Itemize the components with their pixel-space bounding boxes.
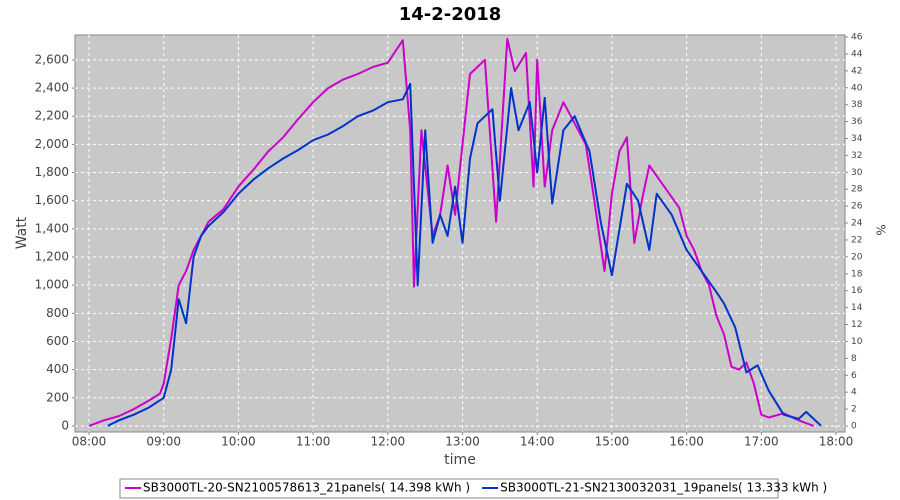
y2-tick-label: 28 xyxy=(851,185,863,195)
y-axis-label: Watt xyxy=(14,216,30,249)
legend-label: SB3000TL-20-SN2100578613_21panels( 14.39… xyxy=(143,481,470,495)
y-tick-label: 1,000 xyxy=(35,278,69,292)
y2-tick-label: 4 xyxy=(851,388,857,398)
y2-tick-label: 0 xyxy=(851,421,857,431)
y-tick-label: 200 xyxy=(46,390,69,404)
y2-tick-label: 10 xyxy=(851,337,863,347)
y-tick-label: 2,600 xyxy=(35,52,69,66)
y-tick-label: 1,400 xyxy=(35,221,69,235)
y2-tick-label: 6 xyxy=(851,371,857,381)
y2-tick-label: 36 xyxy=(851,117,863,127)
y-tick-label: 600 xyxy=(46,334,69,348)
x-tick-label: 15:00 xyxy=(595,435,630,449)
y2-tick-label: 8 xyxy=(851,354,857,364)
x-axis-label: time xyxy=(444,452,476,468)
y2-tick-label: 46 xyxy=(851,33,863,43)
plot-area xyxy=(74,34,846,433)
y2-tick-label: 34 xyxy=(851,134,863,144)
x-tick-label: 17:00 xyxy=(744,435,779,449)
y2-tick-label: 24 xyxy=(851,219,863,229)
y2-tick-label: 44 xyxy=(851,49,863,59)
legend-label: SB3000TL-21-SN2130032031_19panels( 13.33… xyxy=(500,481,827,495)
y-tick-label: 0 xyxy=(61,418,69,432)
y2-tick-label: 2 xyxy=(851,405,857,415)
x-tick-label: 12:00 xyxy=(371,435,406,449)
y2-tick-label: 14 xyxy=(851,303,863,313)
y2-tick-label: 18 xyxy=(851,269,863,279)
y2-axis-label: % xyxy=(874,224,888,235)
y-tick-label: 400 xyxy=(46,362,69,376)
x-tick-label: 14:00 xyxy=(520,435,555,449)
x-tick-label: 09:00 xyxy=(146,435,181,449)
x-tick-label: 10:00 xyxy=(221,435,256,449)
y-tick-label: 1,800 xyxy=(35,165,69,179)
y2-tick-label: 32 xyxy=(851,151,862,161)
x-tick-label: 18:00 xyxy=(819,435,854,449)
y2-tick-label: 42 xyxy=(851,66,862,76)
y-tick-label: 2,400 xyxy=(35,81,69,95)
chart-title: 14-2-2018 xyxy=(399,4,502,25)
series-line xyxy=(107,82,822,427)
y-tick-label: 1,200 xyxy=(35,250,69,264)
x-tick-label: 08:00 xyxy=(72,435,107,449)
y2-tick-label: 20 xyxy=(851,252,863,262)
legend xyxy=(119,478,779,499)
x-tick-label: 11:00 xyxy=(296,435,331,449)
y2-tick-label: 40 xyxy=(851,83,863,93)
y-tick-label: 2,000 xyxy=(35,137,69,151)
y2-tick-label: 16 xyxy=(851,286,863,296)
y-tick-label: 2,200 xyxy=(35,109,69,123)
y2-tick-label: 38 xyxy=(851,100,863,110)
x-tick-label: 16:00 xyxy=(669,435,704,449)
y-tick-label: 1,600 xyxy=(35,193,69,207)
y2-tick-label: 12 xyxy=(851,320,862,330)
y2-tick-label: 26 xyxy=(851,202,863,212)
y-tick-label: 800 xyxy=(46,306,69,320)
y2-tick-label: 30 xyxy=(851,168,863,178)
x-tick-label: 13:00 xyxy=(445,435,480,449)
y2-tick-label: 22 xyxy=(851,235,862,245)
